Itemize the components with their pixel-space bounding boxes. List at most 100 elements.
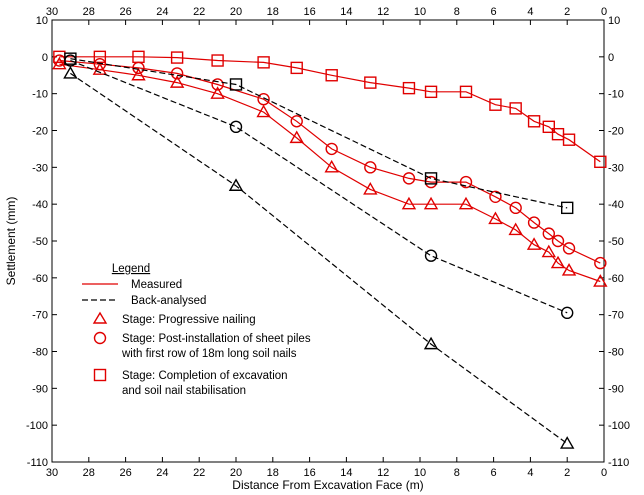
legend-stage2-label-line1: Stage: Post-installation of sheet piles <box>122 333 311 345</box>
data-point-square <box>93 50 107 64</box>
data-point-triangle <box>52 56 67 70</box>
x-tick-label-top: 16 <box>303 6 315 18</box>
x-tick-label: 28 <box>83 467 95 479</box>
data-point-triangle <box>423 196 439 210</box>
legend-triangle-marker <box>92 311 108 324</box>
y-tick-label: -20 <box>32 126 48 138</box>
x-tick-label: 22 <box>193 467 205 479</box>
y-tick-label-right: -10 <box>608 89 624 101</box>
data-point-triangle <box>289 130 304 144</box>
data-point-triangle <box>508 222 523 236</box>
data-point-circle <box>561 306 574 320</box>
data-point-square <box>170 51 184 64</box>
series-back_analysed-square <box>64 52 574 215</box>
y-tick-label-right: 10 <box>608 15 620 27</box>
data-point-circle <box>257 92 270 106</box>
data-point-circle <box>290 115 303 128</box>
data-point-triangle <box>63 65 78 79</box>
data-point-triangle <box>228 178 244 191</box>
x-tick-label-top: 10 <box>414 6 426 18</box>
x-tick-label-top: 0 <box>601 6 607 18</box>
x-tick-label-top: 22 <box>193 6 205 18</box>
y-tick-label: -40 <box>32 199 48 211</box>
x-tick-label: 0 <box>601 467 607 479</box>
series-line <box>59 63 601 283</box>
series-line <box>59 59 601 264</box>
x-tick-label-top: 20 <box>230 6 242 18</box>
data-point-square <box>424 85 438 99</box>
data-point-triangle <box>401 196 417 210</box>
data-point-circle <box>594 256 607 270</box>
series-line <box>70 58 568 209</box>
data-point-triangle <box>169 75 185 88</box>
data-point-triangle <box>559 436 575 449</box>
y-tick-label-right: -40 <box>608 199 624 211</box>
y-tick-label: 10 <box>36 15 48 27</box>
legend-stage3-label-line2: and soil nail stabilisation <box>122 385 246 397</box>
data-point-square <box>132 50 145 64</box>
x-tick-label-top: 8 <box>454 6 460 18</box>
y-tick-label-right: -110 <box>608 457 629 469</box>
y-tick-label-right: -60 <box>608 273 624 285</box>
data-point-triangle <box>210 86 225 99</box>
data-point-triangle <box>593 274 608 287</box>
y-tick-label: -60 <box>32 273 48 285</box>
y-tick-label-right: -20 <box>608 126 624 138</box>
data-point-square <box>527 115 541 128</box>
axis-ticks: 3030282826262424222220201818161614141212… <box>26 6 630 479</box>
data-point-circle <box>542 227 555 240</box>
data-point-square <box>594 155 607 169</box>
x-tick-label: 2 <box>564 467 570 479</box>
x-axis-title: Distance From Excavation Face (m) <box>232 478 423 492</box>
x-tick-label-top: 14 <box>340 6 352 18</box>
data-point-circle <box>527 216 541 229</box>
legend-stage1-label: Stage: Progressive nailing <box>122 314 256 326</box>
data-point-square <box>64 52 77 65</box>
data-point-square <box>424 172 438 185</box>
data-point-circle <box>509 201 522 215</box>
data-point-circle <box>93 57 107 71</box>
y-tick-label: -30 <box>32 162 48 174</box>
y-tick-label: -110 <box>27 457 48 469</box>
x-tick-label: 26 <box>119 467 131 479</box>
data-point-circle <box>170 67 184 80</box>
y-tick-label: -90 <box>32 383 48 395</box>
data-point-square <box>562 133 576 146</box>
data-point-triangle <box>423 336 439 350</box>
data-point-square <box>489 98 502 111</box>
x-tick-label-top: 12 <box>377 6 389 18</box>
y-tick-label-right: -80 <box>608 347 624 359</box>
y-tick-label-right: 0 <box>608 52 614 64</box>
data-point-triangle <box>458 196 474 210</box>
data-point-triangle <box>541 244 557 258</box>
x-tick-label-top: 18 <box>267 6 279 18</box>
series-measured-circle <box>53 54 607 270</box>
data-point-circle <box>402 172 416 185</box>
y-tick-label-right: -50 <box>608 236 624 248</box>
x-tick-label: 16 <box>303 467 315 479</box>
data-point-circle <box>211 78 224 91</box>
x-tick-label-top: 2 <box>564 6 570 18</box>
legend-measured-label: Measured <box>131 279 182 291</box>
y-tick-label-right: -90 <box>608 383 624 395</box>
y-tick-label: 0 <box>42 52 48 64</box>
x-tick-label-top: 4 <box>527 6 533 18</box>
y-tick-label: -70 <box>32 310 48 322</box>
y-axis-title: Settlement (mm) <box>4 197 18 286</box>
x-tick-label-top: 30 <box>46 6 58 18</box>
data-point-triangle <box>550 255 566 269</box>
series-measured-triangle <box>52 56 608 287</box>
legend-circle-marker <box>93 331 107 345</box>
data-point-triangle <box>131 67 146 81</box>
x-tick-label: 6 <box>491 467 497 479</box>
x-tick-label: 12 <box>377 467 389 479</box>
y-tick-label-right: -100 <box>608 420 630 432</box>
legend-stage3-label-line1: Stage: Completion of excavation <box>122 370 288 382</box>
data-point-square <box>229 78 243 91</box>
x-tick-label: 30 <box>46 467 58 479</box>
data-point-square <box>257 56 270 69</box>
data-point-square <box>211 54 224 67</box>
data-point-triangle <box>256 104 271 118</box>
series-measured-square <box>53 50 607 169</box>
legend-square-marker <box>93 368 107 382</box>
